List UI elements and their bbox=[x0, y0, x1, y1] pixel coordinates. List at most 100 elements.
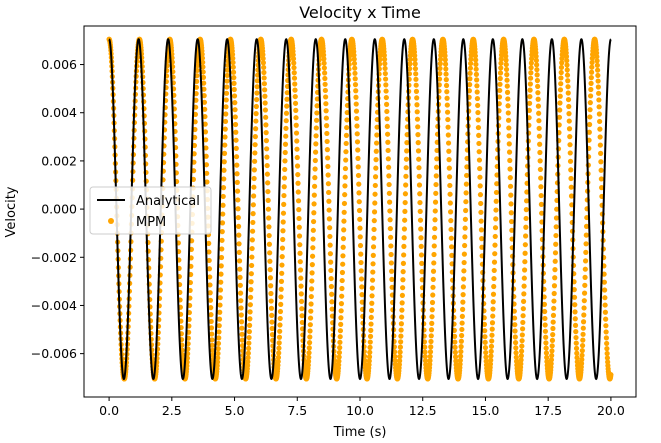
legend-mpm-swatch bbox=[108, 218, 114, 224]
mpm-point bbox=[397, 358, 403, 364]
mpm-point bbox=[459, 320, 465, 326]
mpm-point bbox=[217, 302, 223, 308]
mpm-point bbox=[325, 155, 331, 161]
mpm-point bbox=[413, 71, 419, 77]
mpm-point bbox=[298, 298, 305, 305]
mpm-point bbox=[247, 302, 253, 308]
mpm-point bbox=[321, 56, 327, 62]
mpm-point bbox=[587, 93, 594, 99]
mpm-point bbox=[557, 107, 563, 113]
mpm-point bbox=[265, 188, 271, 195]
mpm-point bbox=[432, 199, 439, 205]
mpm-point bbox=[527, 93, 533, 100]
mpm-point bbox=[204, 170, 210, 176]
mpm-point bbox=[475, 102, 481, 109]
mpm-point bbox=[314, 96, 320, 102]
mpm-point bbox=[582, 274, 588, 280]
mpm-point bbox=[369, 300, 375, 306]
mpm-point bbox=[446, 148, 452, 154]
mpm-point bbox=[505, 117, 512, 123]
mpm-point bbox=[233, 129, 239, 135]
mpm-point bbox=[603, 335, 609, 341]
mpm-point bbox=[506, 133, 512, 139]
mpm-point bbox=[519, 343, 525, 349]
mpm-point bbox=[416, 182, 423, 188]
mpm-point bbox=[586, 121, 593, 128]
mpm-point bbox=[586, 129, 592, 135]
mpm-point bbox=[475, 109, 481, 116]
mpm-point bbox=[489, 320, 496, 326]
mpm-point bbox=[381, 52, 387, 58]
mpm-point bbox=[403, 156, 410, 162]
mpm-point bbox=[537, 166, 544, 173]
mpm-point bbox=[294, 138, 300, 144]
mpm-point bbox=[207, 297, 214, 303]
mpm-point bbox=[414, 102, 420, 108]
mpm-point bbox=[407, 66, 413, 72]
mpm-point bbox=[527, 87, 533, 93]
mpm-point bbox=[489, 326, 495, 332]
mpm-point bbox=[239, 331, 245, 337]
mpm-point bbox=[419, 260, 425, 266]
mpm-point bbox=[359, 284, 365, 290]
y-tick-label: 0.002 bbox=[41, 153, 77, 168]
mpm-point bbox=[262, 87, 268, 93]
mpm-point bbox=[281, 192, 287, 199]
mpm-point bbox=[558, 69, 564, 76]
mpm-point bbox=[298, 275, 304, 281]
mpm-point bbox=[542, 328, 549, 334]
mpm-point bbox=[382, 65, 388, 72]
mpm-point bbox=[252, 134, 258, 140]
mpm-point bbox=[201, 86, 207, 92]
mpm-point bbox=[483, 358, 489, 364]
mpm-point bbox=[201, 93, 207, 99]
mpm-point bbox=[232, 100, 238, 106]
mpm-point bbox=[445, 140, 452, 146]
mpm-point bbox=[432, 225, 438, 232]
mpm-point bbox=[250, 211, 256, 217]
mpm-point bbox=[414, 95, 420, 101]
mpm-point bbox=[392, 358, 398, 364]
mpm-point bbox=[220, 185, 227, 191]
mpm-point bbox=[493, 207, 499, 213]
mpm-point bbox=[224, 78, 230, 84]
mpm-point bbox=[284, 90, 290, 96]
mpm-point bbox=[604, 340, 610, 347]
mpm-point bbox=[336, 362, 342, 368]
mpm-point bbox=[233, 154, 240, 160]
mpm-point bbox=[295, 189, 301, 195]
mpm-point bbox=[569, 202, 575, 208]
mpm-point bbox=[451, 333, 458, 339]
mpm-point bbox=[354, 123, 360, 129]
mpm-point bbox=[369, 293, 375, 299]
mpm-point bbox=[253, 126, 259, 132]
mpm-point bbox=[250, 219, 256, 226]
mpm-point bbox=[413, 88, 420, 94]
mpm-point bbox=[366, 358, 372, 364]
mpm-point bbox=[356, 181, 362, 187]
mpm-point bbox=[402, 191, 409, 197]
mpm-point bbox=[269, 312, 275, 318]
mpm-point bbox=[268, 283, 274, 289]
mpm-point bbox=[595, 78, 601, 84]
mpm-point bbox=[251, 175, 257, 182]
legend-box bbox=[89, 186, 212, 235]
mpm-point bbox=[535, 103, 542, 109]
mpm-point bbox=[309, 278, 315, 284]
mpm-point bbox=[276, 340, 282, 346]
mpm-point bbox=[199, 55, 206, 61]
mpm-point bbox=[232, 107, 238, 113]
mpm-point bbox=[224, 84, 230, 90]
mpm-point bbox=[387, 199, 393, 205]
mpm-point bbox=[220, 202, 226, 208]
mpm-point bbox=[481, 321, 488, 327]
mpm-point bbox=[536, 110, 542, 116]
mpm-point bbox=[404, 140, 410, 146]
mpm-point bbox=[548, 357, 555, 363]
mpm-point bbox=[357, 234, 363, 240]
mpm-point bbox=[401, 226, 408, 232]
mpm-point bbox=[218, 271, 224, 277]
mpm-point bbox=[417, 217, 424, 223]
mpm-point bbox=[368, 307, 375, 314]
mpm-point bbox=[358, 251, 364, 257]
